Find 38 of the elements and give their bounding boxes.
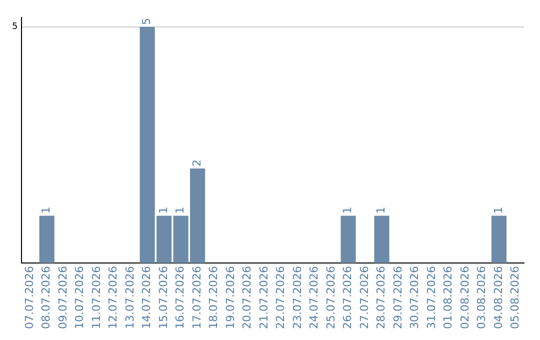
x-tick-label: 22.07.2026 <box>274 266 288 330</box>
x-tick-label: 23.07.2026 <box>290 266 304 330</box>
x-tick-label: 04.08.2026 <box>492 266 505 330</box>
x-tick-label: 14.07.2026 <box>140 266 154 330</box>
x-tick-label: 28.07.2026 <box>374 266 388 330</box>
x-tick-label: 21.07.2026 <box>257 266 270 330</box>
x-tick-label: 24.07.2026 <box>308 266 321 330</box>
data-label: 5 <box>140 18 154 25</box>
data-label: 1 <box>156 206 170 214</box>
data-label: 1 <box>492 206 505 214</box>
data-label: 2 <box>190 160 204 167</box>
data-label: 1 <box>341 206 354 214</box>
x-tick-label: 10.07.2026 <box>73 266 86 330</box>
x-tick-label: 02.08.2026 <box>458 266 472 330</box>
x-tick-label: 11.07.2026 <box>90 266 103 330</box>
x-tick-label: 07.07.2026 <box>22 266 36 330</box>
x-tick-label: 29.07.2026 <box>391 266 404 330</box>
x-tick-label: 17.07.2026 <box>190 266 204 330</box>
x-tick-label: 03.08.2026 <box>475 266 488 330</box>
x-tick-label: 30.07.2026 <box>408 266 422 330</box>
x-tick-label: 05.08.2026 <box>508 266 522 330</box>
data-label: 1 <box>374 206 388 214</box>
data-label: 1 <box>40 206 53 214</box>
x-tick-label: 15.07.2026 <box>156 266 170 330</box>
x-tick-label: 08.07.2026 <box>40 266 53 330</box>
data-label: 1 <box>174 206 187 214</box>
x-tick-label: 27.07.2026 <box>358 266 371 330</box>
x-tick-label: 16.07.2026 <box>174 266 187 330</box>
x-tick-label: 31.07.2026 <box>424 266 438 330</box>
x-tick-label: 20.07.2026 <box>240 266 254 330</box>
x-tick-label: 25.07.2026 <box>324 266 338 330</box>
x-tick-label: 09.07.2026 <box>56 266 70 330</box>
x-tick-label: 12.07.2026 <box>106 266 120 330</box>
x-tick-label: 13.07.2026 <box>123 266 136 330</box>
x-tick-label: 01.08.2026 <box>442 266 455 330</box>
x-tick-label: 18.07.2026 <box>207 266 220 330</box>
x-tick-label: 26.07.2026 <box>341 266 354 330</box>
x-tick-label: 19.07.2026 <box>224 266 237 330</box>
